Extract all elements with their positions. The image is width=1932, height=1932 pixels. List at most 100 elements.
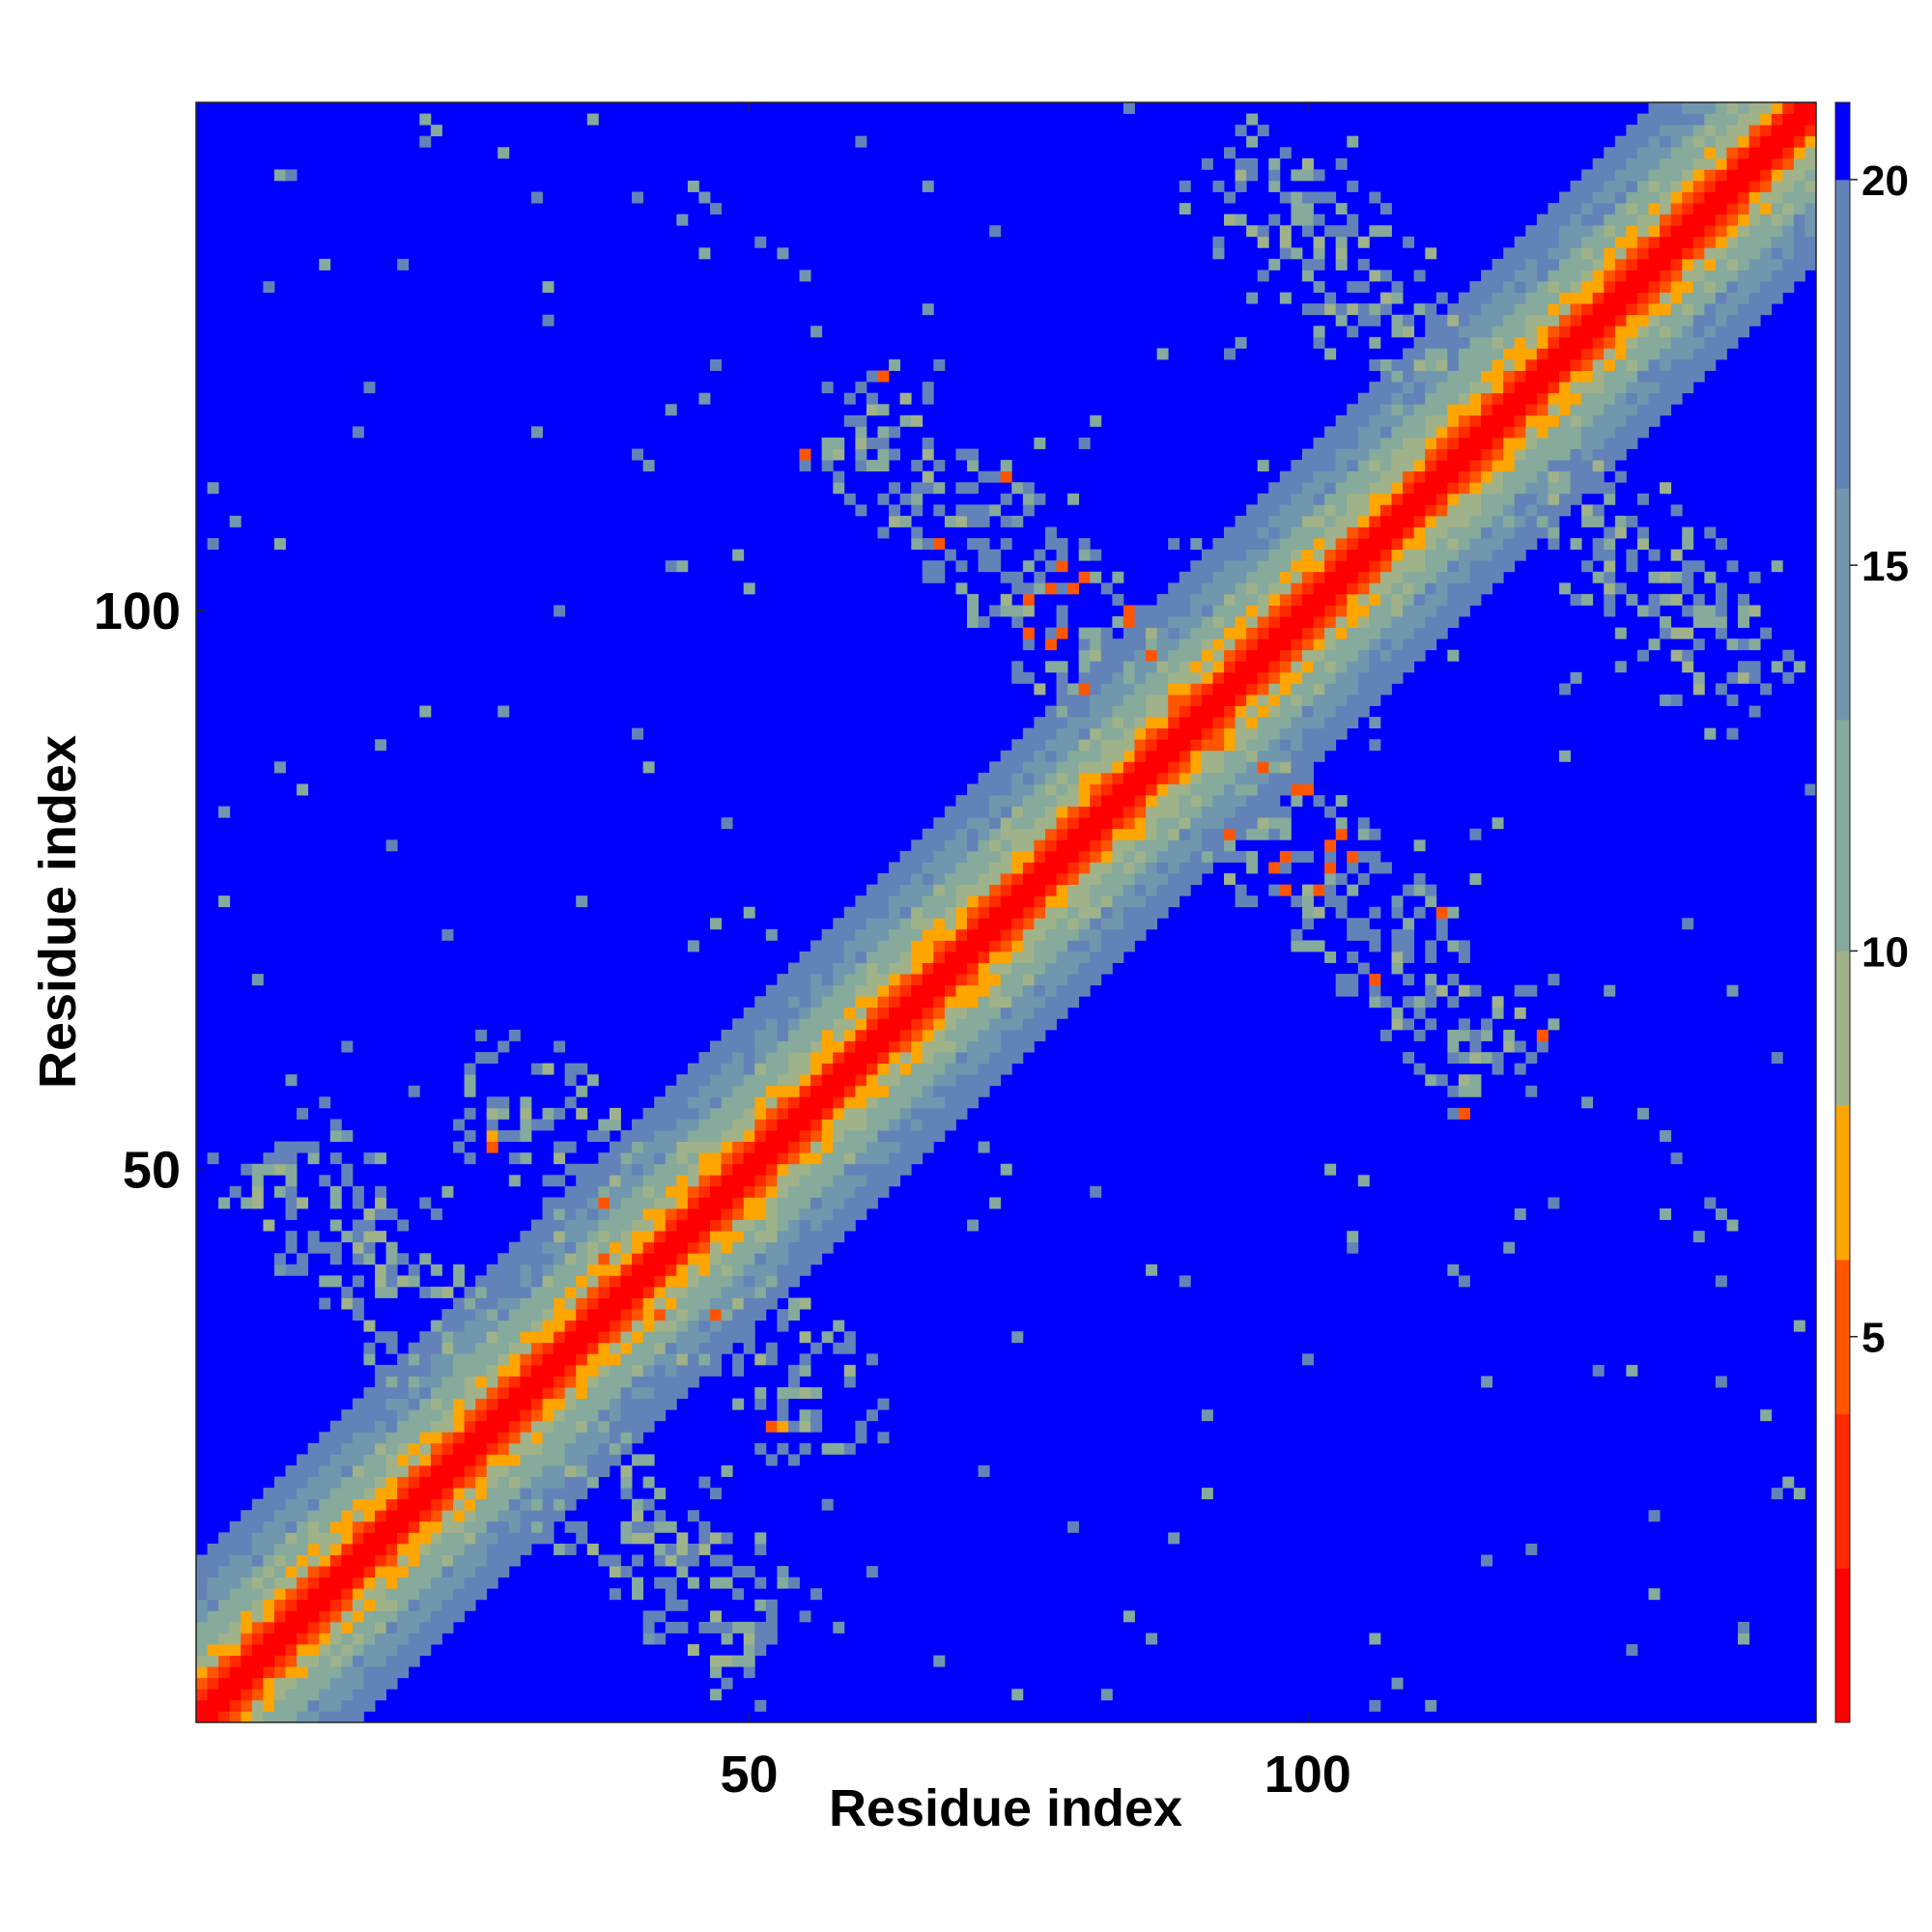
heatmap-cell [1425,482,1437,495]
heatmap-cell [698,1309,711,1321]
heatmap-cell [843,1364,856,1377]
heatmap-cell [944,996,956,1009]
heatmap-cell [743,1107,755,1120]
heatmap-cell [799,1040,811,1053]
heatmap-cell [944,1085,956,1097]
heatmap-cell [1122,739,1135,752]
heatmap-cell [1771,258,1783,270]
heatmap-cell [1636,157,1649,170]
heatmap-cell [1078,671,1091,684]
heatmap-cell [1514,538,1526,551]
heatmap-cell [1391,951,1404,963]
heatmap-cell [1134,683,1147,696]
heatmap-cell [1190,783,1203,796]
heatmap-cell [978,850,990,863]
heatmap-cell [743,1297,755,1310]
heatmap-cell [866,1353,878,1366]
heatmap-cell [1403,515,1415,527]
heatmap-cell [855,1197,867,1209]
heatmap-cell [1122,828,1135,840]
heatmap-cell [1692,169,1705,182]
heatmap-cell [375,1152,387,1165]
heatmap-cell [642,1353,655,1366]
heatmap-cell [855,1040,867,1053]
heatmap-cell [899,1141,912,1153]
heatmap-cell [1692,359,1705,371]
heatmap-cell [1246,593,1259,606]
heatmap-cell [1514,348,1526,360]
heatmap-cell [810,1119,823,1131]
heatmap-cell [1246,750,1259,762]
heatmap-cell [810,1074,823,1087]
heatmap-cell [710,1175,722,1187]
heatmap-cell [229,1699,242,1712]
heatmap-cell [1413,1029,1426,1041]
heatmap-cell [632,1342,644,1354]
heatmap-cell [1335,649,1348,662]
heatmap-cell [1324,661,1337,673]
heatmap-cell [430,1432,442,1444]
heatmap-cell [1291,895,1303,908]
heatmap-cell [1636,493,1649,505]
heatmap-cell [1156,683,1169,696]
heatmap-cell [285,1610,298,1623]
heatmap-cell [464,1454,476,1466]
heatmap-cell [710,1655,722,1667]
heatmap-cell [1391,940,1404,952]
heatmap-cell [1514,258,1526,270]
heatmap-cell [721,1185,733,1198]
heatmap-cell [598,1130,611,1142]
heatmap-cell [1570,225,1582,238]
heatmap-cell [1279,292,1292,304]
heatmap-cell [341,1588,354,1601]
heatmap-cell [1413,873,1426,885]
heatmap-cell [1268,783,1281,796]
heatmap-cell [1168,627,1180,639]
heatmap-cell [799,1208,811,1220]
heatmap-cell [1235,538,1247,551]
heatmap-cell [1425,414,1437,427]
heatmap-cell [1403,582,1415,595]
heatmap-cell [1435,560,1448,573]
heatmap-cell [586,1398,599,1410]
heatmap-cell [843,1376,856,1388]
heatmap-cell [877,996,890,1009]
heatmap-cell [1715,627,1727,639]
heatmap-cell [922,918,934,930]
heatmap-cell [1112,873,1124,885]
heatmap-cell [486,1476,498,1489]
heatmap-cell [508,1420,521,1433]
heatmap-cell [1481,1018,1492,1031]
heatmap-cell [833,1621,845,1634]
heatmap-cell [1514,460,1526,472]
heatmap-cell [1078,839,1091,852]
heatmap-cell [911,1130,923,1142]
heatmap-cell [1492,426,1504,439]
heatmap-cell [1179,783,1191,796]
heatmap-cell [1347,135,1359,148]
heatmap-cell [1291,761,1303,774]
heatmap-cell [899,996,912,1009]
heatmap-cell [196,1566,208,1578]
heatmap-cell [1726,258,1739,270]
heatmap-cell [1112,750,1124,762]
heatmap-cell [263,1677,275,1690]
heatmap-cell [1011,906,1024,919]
heatmap-cell [1447,526,1460,539]
heatmap-cell [508,1297,521,1310]
heatmap-cell [967,984,979,997]
heatmap-cell [1692,113,1705,126]
heatmap-cell [475,1588,488,1601]
heatmap-cell [1536,314,1548,327]
heatmap-cell [1168,895,1180,908]
heatmap-cell [743,1052,755,1065]
heatmap-cell [1324,694,1337,706]
heatmap-cell [419,1498,432,1511]
heatmap-cell [1682,348,1694,360]
heatmap-cell [732,1208,745,1220]
heatmap-cell [1279,627,1292,639]
heatmap-cell [978,1018,990,1031]
heatmap-cell [1704,135,1717,148]
heatmap-cell [1379,303,1392,316]
heatmap-cell [1771,147,1783,159]
